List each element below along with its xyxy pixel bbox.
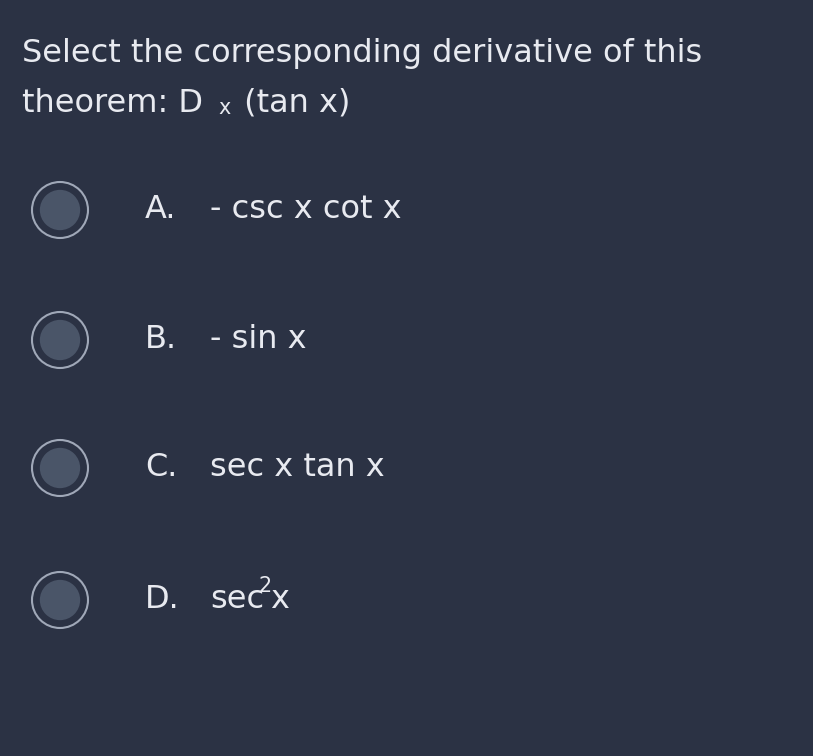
Text: sec: sec (210, 584, 264, 615)
Text: sec x tan x: sec x tan x (210, 453, 385, 484)
Text: B.: B. (145, 324, 177, 355)
Circle shape (40, 190, 80, 230)
Circle shape (40, 580, 80, 620)
Text: D.: D. (145, 584, 180, 615)
Circle shape (40, 320, 80, 360)
Text: x: x (270, 584, 289, 615)
Text: 2: 2 (258, 576, 272, 596)
Text: x: x (218, 98, 230, 118)
Text: Select the corresponding derivative of this: Select the corresponding derivative of t… (22, 38, 702, 69)
Text: (tan x): (tan x) (234, 88, 350, 119)
Text: theorem: D: theorem: D (22, 88, 203, 119)
Circle shape (40, 448, 80, 488)
Text: - csc x cot x: - csc x cot x (210, 194, 402, 225)
Text: C.: C. (145, 453, 177, 484)
Text: A.: A. (145, 194, 176, 225)
Text: - sin x: - sin x (210, 324, 307, 355)
